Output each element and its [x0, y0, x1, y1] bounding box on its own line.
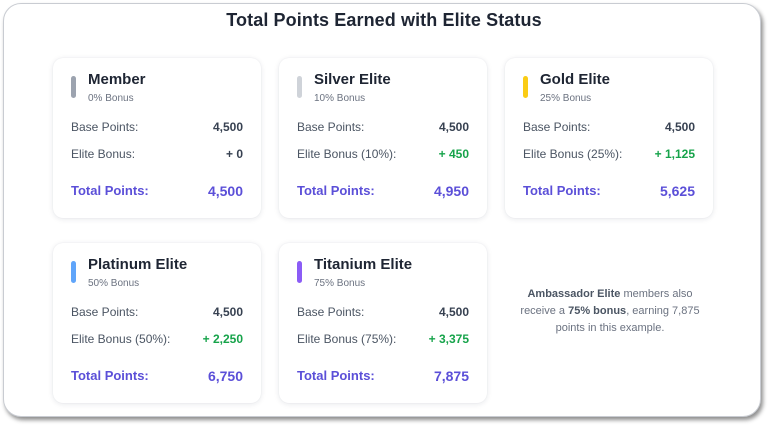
elite-bonus-label: Elite Bonus (75%):: [297, 332, 397, 346]
elite-bonus-value: + 3,375: [428, 332, 469, 346]
total-points-value: 4,500: [207, 183, 243, 199]
tier-bonus-percent: 75% Bonus: [314, 278, 366, 289]
total-points-row: Total Points: 4,950: [297, 183, 469, 199]
total-points-value: 4,950: [433, 183, 469, 199]
tier-card-gold-elite: Gold Elite 25% Bonus Base Points: 4,500 …: [505, 58, 713, 218]
base-points-label: Base Points:: [297, 120, 365, 134]
tier-color-bar: [297, 261, 302, 283]
total-points-label: Total Points:: [71, 183, 149, 198]
tier-color-bar: [523, 76, 528, 98]
elite-bonus-row: Elite Bonus (10%): + 450: [297, 147, 469, 161]
total-points-label: Total Points:: [297, 183, 375, 198]
total-points-value: 5,625: [659, 183, 695, 199]
tier-card-member: Member 0% Bonus Base Points: 4,500 Elite…: [53, 58, 261, 218]
elite-bonus-value: + 1,125: [654, 147, 695, 161]
total-points-row: Total Points: 4,500: [71, 183, 243, 199]
tier-name: Platinum Elite: [88, 256, 188, 273]
elite-bonus-row: Elite Bonus (75%): + 3,375: [297, 332, 469, 346]
elite-bonus-row: Elite Bonus (50%): + 2,250: [71, 332, 243, 346]
base-points-row: Base Points: 4,500: [71, 120, 243, 134]
tier-card-titanium-elite: Titanium Elite 75% Bonus Base Points: 4,…: [279, 243, 487, 403]
base-points-label: Base Points:: [71, 120, 139, 134]
base-points-row: Base Points: 4,500: [523, 120, 695, 134]
tier-name: Titanium Elite: [314, 256, 413, 273]
tier-color-bar: [297, 76, 302, 98]
tier-card-platinum-elite: Platinum Elite 50% Bonus Base Points: 4,…: [53, 243, 261, 403]
ambassador-tier-name: Ambassador Elite: [527, 288, 621, 300]
total-points-label: Total Points:: [297, 368, 375, 383]
elite-bonus-label: Elite Bonus (10%):: [297, 147, 397, 161]
base-points-row: Base Points: 4,500: [71, 305, 243, 319]
elite-bonus-value: + 0: [225, 147, 243, 161]
elite-bonus-label: Elite Bonus (50%):: [71, 332, 171, 346]
tier-color-bar: [71, 76, 76, 98]
total-points-row: Total Points: 7,875: [297, 368, 469, 384]
tier-bonus-percent: 25% Bonus: [540, 93, 592, 104]
tier-bonus-percent: 0% Bonus: [88, 93, 134, 104]
elite-bonus-row: Elite Bonus: + 0: [71, 147, 243, 161]
total-points-row: Total Points: 6,750: [71, 368, 243, 384]
base-points-label: Base Points:: [71, 305, 139, 319]
total-points-value: 7,875: [433, 368, 469, 384]
total-points-label: Total Points:: [71, 368, 149, 383]
elite-bonus-value: + 450: [438, 147, 469, 161]
base-points-label: Base Points:: [297, 305, 365, 319]
total-points-row: Total Points: 5,625: [523, 183, 695, 199]
total-points-value: 6,750: [207, 368, 243, 384]
elite-bonus-value: + 2,250: [202, 332, 243, 346]
ambassador-bonus: 75% bonus: [568, 305, 627, 317]
base-points-value: 4,500: [664, 120, 695, 134]
base-points-value: 4,500: [438, 120, 469, 134]
note-text-2: , earning 7,875 points in this example.: [555, 305, 700, 334]
tier-name: Gold Elite: [540, 71, 611, 88]
elite-bonus-label: Elite Bonus (25%):: [523, 147, 623, 161]
page-title: Total Points Earned with Elite Status: [226, 10, 542, 30]
elite-bonus-label: Elite Bonus:: [71, 147, 136, 161]
tier-color-bar: [71, 261, 76, 283]
tier-bonus-percent: 10% Bonus: [314, 93, 366, 104]
total-points-label: Total Points:: [523, 183, 601, 198]
ambassador-note: Ambassador Elite members also receive a …: [512, 286, 708, 337]
base-points-value: 4,500: [212, 120, 243, 134]
base-points-value: 4,500: [212, 305, 243, 319]
base-points-row: Base Points: 4,500: [297, 120, 469, 134]
base-points-label: Base Points:: [523, 120, 591, 134]
tier-bonus-percent: 50% Bonus: [88, 278, 140, 289]
base-points-row: Base Points: 4,500: [297, 305, 469, 319]
tier-name: Silver Elite: [314, 71, 391, 88]
tier-name: Member: [88, 71, 146, 88]
note-text-1: members also receive a: [520, 288, 693, 317]
elite-bonus-row: Elite Bonus (25%): + 1,125: [523, 147, 695, 161]
base-points-value: 4,500: [438, 305, 469, 319]
tier-card-silver-elite: Silver Elite 10% Bonus Base Points: 4,50…: [279, 58, 487, 218]
